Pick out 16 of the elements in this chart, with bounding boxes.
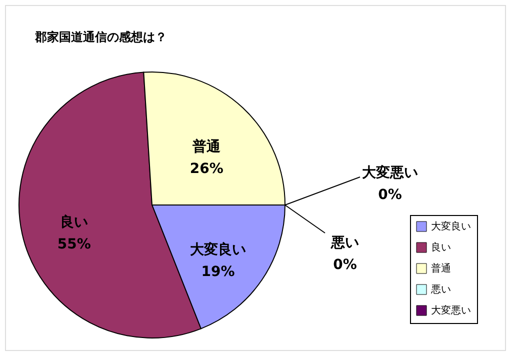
slice-label: 良い	[60, 213, 88, 230]
chart-title: 郡家国道通信の感想は？	[34, 30, 167, 44]
category-label: 悪い	[331, 235, 359, 251]
text: 0%	[378, 187, 402, 203]
legend-label: 良い	[431, 242, 451, 254]
slice-label: 普通	[192, 138, 222, 155]
legend-label: 悪い	[430, 284, 451, 296]
legend-label: 大変悪い	[431, 304, 471, 316]
legend-label: 大変良い	[431, 220, 471, 232]
data-label: 19%	[201, 264, 235, 280]
legend-label: 普通	[431, 262, 451, 274]
slice-label: 大変良い	[190, 240, 246, 258]
category-label: 大変悪い	[362, 165, 418, 181]
data-label: 26%	[190, 160, 224, 177]
data-label: 55%	[57, 236, 91, 252]
text: 0%	[333, 257, 357, 273]
